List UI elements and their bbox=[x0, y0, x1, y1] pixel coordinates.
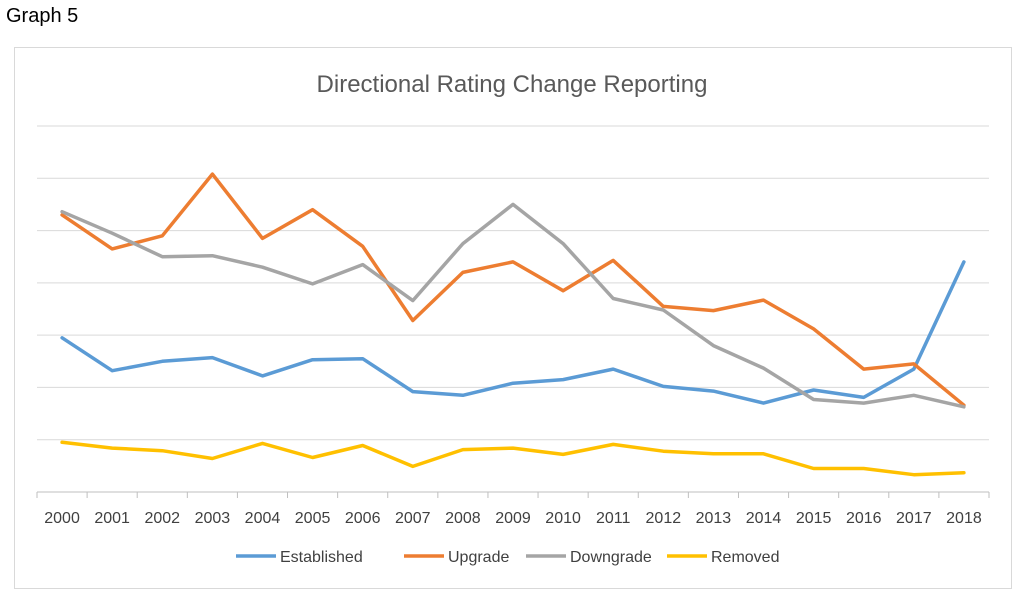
legend-label: Upgrade bbox=[448, 549, 509, 566]
x-tick-label: 2002 bbox=[144, 510, 180, 527]
x-tick-label: 2013 bbox=[696, 510, 732, 527]
x-tick-label: 2009 bbox=[495, 510, 531, 527]
x-tick-label: 2003 bbox=[195, 510, 231, 527]
x-tick-label: 2018 bbox=[946, 510, 982, 527]
legend-label: Established bbox=[280, 549, 363, 566]
series-line-downgrade bbox=[60, 202, 966, 409]
x-tick-label: 2000 bbox=[44, 510, 80, 527]
x-tick-label: 2012 bbox=[646, 510, 682, 527]
series-lines bbox=[60, 172, 966, 477]
series-line-upgrade bbox=[60, 172, 966, 407]
chart-frame bbox=[14, 47, 1012, 589]
x-tick-label: 2011 bbox=[596, 510, 631, 527]
series-line-removed bbox=[60, 440, 966, 477]
x-tick-label: 2014 bbox=[746, 510, 782, 527]
x-tick-label: 2016 bbox=[846, 510, 882, 527]
x-tick-label: 2001 bbox=[94, 510, 130, 527]
legend: Established Upgrade Downgrade Removed bbox=[236, 549, 779, 566]
legend-label: Downgrade bbox=[570, 549, 652, 566]
x-tick-label: 2004 bbox=[245, 510, 281, 527]
x-tick-label: 2005 bbox=[295, 510, 331, 527]
series-line-established bbox=[60, 260, 966, 405]
chart-title: Directional Rating Change Reporting bbox=[317, 71, 708, 98]
x-tick-label: 2006 bbox=[345, 510, 381, 527]
x-tick-label: 2007 bbox=[395, 510, 431, 527]
x-tick-label: 2015 bbox=[796, 510, 832, 527]
x-tick-label: 2008 bbox=[445, 510, 481, 527]
x-tick-label: 2017 bbox=[896, 510, 932, 527]
x-axis: 2000 2001 2002 2003 2004 2005 2006 2007 2008 2009… bbox=[36, 491, 990, 527]
graph-caption: Graph 5 bbox=[6, 5, 79, 27]
gridlines bbox=[37, 125, 989, 441]
legend-label: Removed bbox=[711, 549, 779, 566]
x-tick-label: 2010 bbox=[545, 510, 581, 527]
